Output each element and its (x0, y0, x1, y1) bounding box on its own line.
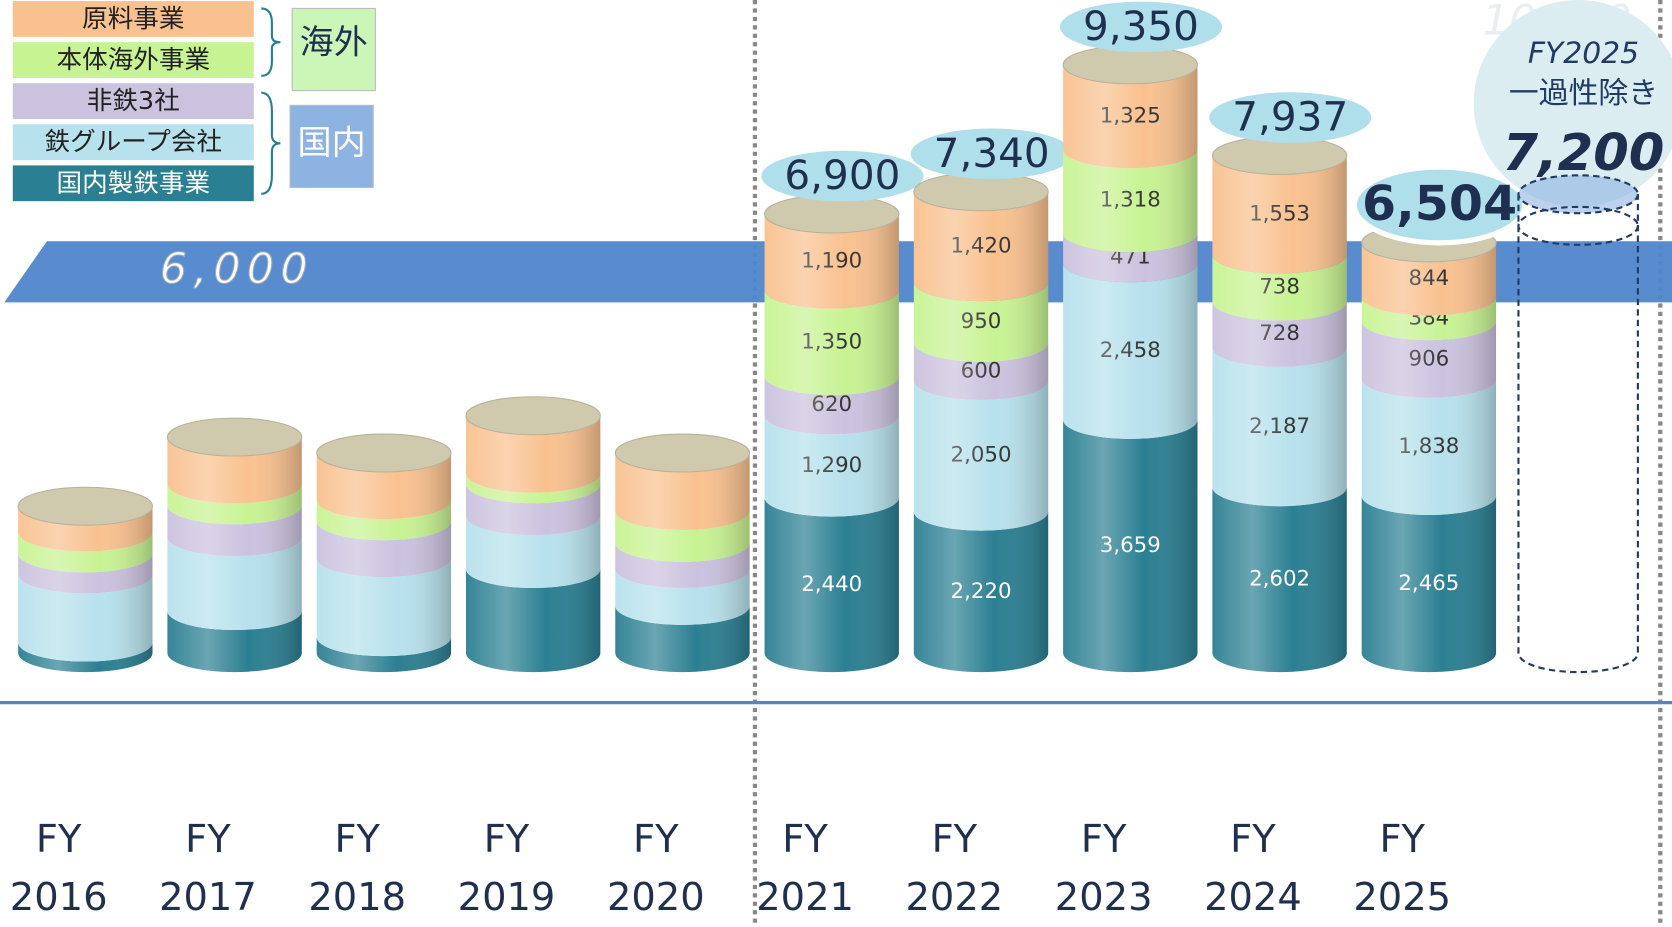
legend-swatch (12, 124, 254, 161)
x-label-box: FY 2021 (756, 818, 854, 920)
group-label: 海外 (300, 23, 368, 62)
cylinder-top (166, 417, 303, 457)
target-top (1517, 174, 1639, 215)
x-label-box: FY 2023 (1054, 818, 1153, 920)
legend-label: 本体海外事業 (57, 44, 210, 74)
cylinder-shading (913, 191, 1049, 673)
x-tick-label: FY 2017 (159, 818, 257, 920)
total-label: 7,340 (934, 131, 1050, 177)
group-label: 国内 (298, 123, 366, 162)
x-tick-label: FY 2021 (756, 818, 854, 920)
target-cylinder (1517, 194, 1639, 674)
cylinder-shading (316, 452, 452, 673)
total-label: 9,350 (1083, 4, 1199, 50)
legend-swatch (12, 165, 254, 202)
x-label-box: FY 2017 (159, 818, 257, 920)
cylinder-shading (1361, 242, 1497, 673)
cylinder-top (465, 396, 601, 436)
legend-label: 非鉄3社 (87, 85, 180, 115)
legend-label: 原料事業 (82, 3, 184, 33)
total-label: 7,937 (1232, 95, 1348, 141)
target-category: FY2025 (1528, 35, 1639, 70)
cylinder-shading (1063, 64, 1198, 673)
reference-label: 6,000 (160, 244, 314, 293)
bracket (261, 91, 281, 195)
legend-swatch (12, 83, 254, 120)
total-bubble (1059, 1, 1223, 53)
target-label: 7,200 (1503, 123, 1665, 182)
legend-label: 国内製鉄事業 (57, 167, 210, 197)
x-tick-label: FY 2019 (457, 818, 556, 920)
cylinder-top (316, 433, 452, 473)
x-label-box: FY 2018 (308, 818, 407, 920)
total-bubble (910, 128, 1073, 180)
x-tick-label: FY 2022 (905, 818, 1004, 920)
total-bubble (1351, 164, 1528, 246)
group-box (289, 104, 374, 189)
x-label-box: FY 2020 (606, 818, 705, 920)
cylinder-shading (615, 452, 750, 673)
x-tick-label: FY 2020 (606, 818, 705, 920)
cylinder-top (17, 486, 154, 526)
x-label-box: FY 2022 (905, 818, 1004, 920)
legend-swatch (12, 1, 254, 37)
legend-swatch (12, 42, 254, 78)
x-label-box: FY 2019 (457, 818, 556, 920)
total-bubble (761, 150, 924, 202)
total-label: 6,900 (784, 153, 900, 199)
cylinder-shading (1212, 155, 1347, 673)
total-bubble (1209, 92, 1372, 143)
target-bubble (1473, 0, 1672, 207)
x-tick-label: FY 2016 (9, 818, 108, 920)
x-tick-label: FY 2024 (1204, 818, 1302, 920)
x-tick-label: FY 2025 (1353, 818, 1452, 920)
x-tick-label: FY 2023 (1054, 818, 1153, 920)
x-label-box: FY 2024 (1204, 818, 1302, 920)
bracket (261, 7, 281, 77)
total-label: 6,504 (1362, 176, 1517, 232)
target-ring (1517, 205, 1639, 246)
cylinder-top (614, 433, 751, 473)
cylinder-shading (764, 214, 899, 673)
cylinder-shading (167, 437, 302, 673)
legend-label: 鉄グループ会社 (45, 126, 223, 156)
group-box (291, 7, 376, 92)
cylinder-shading (18, 506, 153, 673)
x-tick-label: FY 2018 (308, 818, 407, 920)
x-label-box: FY 2016 (9, 818, 108, 920)
x-label-box: FY 2025 (1353, 818, 1452, 920)
target-note: 一過性除き (1509, 75, 1658, 110)
cylinder-shading (465, 415, 601, 673)
